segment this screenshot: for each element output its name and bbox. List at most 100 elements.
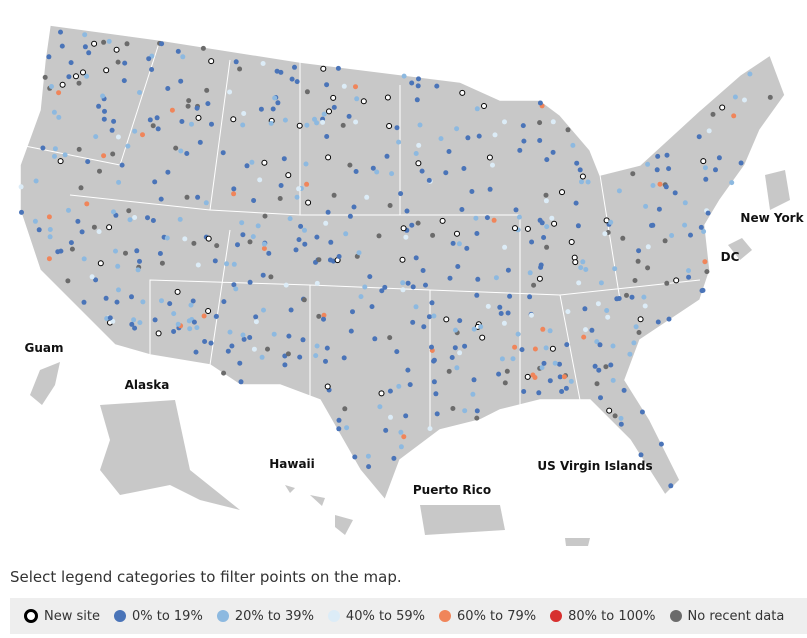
site-dot[interactable] — [544, 224, 550, 230]
site-dot[interactable] — [231, 186, 237, 192]
site-dot[interactable] — [604, 308, 610, 313]
site-dot[interactable] — [173, 145, 179, 151]
site-dot[interactable] — [636, 330, 642, 335]
site-dot[interactable] — [608, 362, 614, 368]
site-dot[interactable] — [618, 415, 624, 421]
site-dot[interactable] — [516, 214, 522, 220]
site-dot[interactable] — [169, 107, 175, 113]
site-dot[interactable] — [268, 120, 274, 126]
site-dot[interactable] — [655, 319, 661, 325]
site-dot[interactable] — [107, 315, 113, 321]
site-dot[interactable] — [212, 258, 218, 264]
site-dot[interactable] — [235, 242, 240, 248]
site-dot[interactable] — [241, 111, 247, 116]
site-dot[interactable] — [230, 116, 237, 123]
site-dot[interactable] — [403, 413, 409, 419]
site-dot[interactable] — [699, 288, 705, 294]
site-dot[interactable] — [46, 54, 52, 60]
site-dot[interactable] — [244, 163, 250, 169]
site-dot[interactable] — [696, 134, 702, 140]
site-dot[interactable] — [456, 241, 462, 247]
site-dot[interactable] — [465, 135, 471, 141]
site-dot[interactable] — [96, 103, 102, 109]
site-dot[interactable] — [389, 171, 395, 177]
site-dot[interactable] — [639, 409, 645, 415]
site-dot[interactable] — [66, 207, 71, 213]
site-dot[interactable] — [668, 483, 674, 489]
site-dot[interactable] — [237, 66, 243, 72]
site-dot[interactable] — [384, 153, 390, 159]
site-dot[interactable] — [431, 379, 437, 385]
site-dot[interactable] — [194, 105, 200, 111]
site-dot[interactable] — [342, 406, 348, 412]
site-dot[interactable] — [260, 61, 266, 66]
site-dot[interactable] — [642, 303, 648, 309]
site-dot[interactable] — [301, 297, 307, 303]
site-dot[interactable] — [698, 224, 704, 230]
site-dot[interactable] — [629, 294, 635, 300]
site-dot[interactable] — [132, 215, 138, 220]
site-dot[interactable] — [452, 345, 458, 351]
site-dot[interactable] — [417, 122, 423, 128]
site-dot[interactable] — [666, 316, 672, 322]
site-dot[interactable] — [612, 266, 618, 272]
site-dot[interactable] — [102, 108, 107, 114]
site-dot[interactable] — [75, 218, 81, 224]
site-dot[interactable] — [97, 168, 102, 174]
site-dot[interactable] — [171, 311, 177, 317]
site-dot[interactable] — [145, 215, 150, 221]
site-dot[interactable] — [557, 374, 563, 380]
site-dot[interactable] — [233, 286, 239, 292]
site-dot[interactable] — [413, 255, 419, 261]
site-dot[interactable] — [241, 336, 247, 342]
site-dot[interactable] — [249, 159, 255, 165]
site-dot[interactable] — [474, 415, 480, 421]
site-dot[interactable] — [645, 265, 651, 271]
legend-item[interactable]: New site — [24, 609, 100, 624]
site-dot[interactable] — [450, 240, 456, 246]
site-dot[interactable] — [313, 259, 318, 265]
site-dot[interactable] — [455, 264, 461, 269]
site-dot[interactable] — [106, 224, 113, 231]
site-dot[interactable] — [155, 126, 161, 132]
site-dot[interactable] — [324, 345, 330, 351]
site-dot[interactable] — [124, 41, 130, 47]
site-dot[interactable] — [103, 67, 110, 74]
site-dot[interactable] — [568, 378, 574, 384]
site-dot[interactable] — [564, 342, 570, 348]
site-dot[interactable] — [251, 198, 257, 203]
site-dot[interactable] — [358, 294, 364, 300]
site-dot[interactable] — [583, 267, 589, 272]
site-dot[interactable] — [103, 295, 109, 301]
site-dot[interactable] — [182, 236, 188, 242]
site-dot[interactable] — [454, 365, 460, 371]
site-dot[interactable] — [331, 104, 337, 110]
site-dot[interactable] — [81, 256, 87, 262]
site-dot[interactable] — [513, 207, 519, 213]
site-dot[interactable] — [378, 390, 385, 397]
site-dot[interactable] — [405, 280, 411, 286]
site-dot[interactable] — [237, 360, 243, 366]
site-dot[interactable] — [115, 263, 121, 269]
site-dot[interactable] — [605, 314, 611, 320]
site-dot[interactable] — [396, 139, 402, 145]
site-dot[interactable] — [415, 220, 421, 226]
site-dot[interactable] — [426, 177, 432, 183]
site-dot[interactable] — [55, 249, 61, 255]
site-dot[interactable] — [365, 453, 371, 459]
site-dot[interactable] — [462, 408, 468, 414]
site-dot[interactable] — [59, 81, 66, 88]
site-dot[interactable] — [551, 220, 558, 227]
site-dot[interactable] — [288, 307, 294, 313]
site-dot[interactable] — [594, 381, 600, 387]
site-dot[interactable] — [33, 178, 39, 184]
site-dot[interactable] — [481, 103, 487, 109]
site-dot[interactable] — [58, 29, 63, 35]
site-dot[interactable] — [594, 339, 600, 345]
site-dot[interactable] — [184, 151, 190, 156]
site-dot[interactable] — [404, 208, 410, 214]
site-dot[interactable] — [91, 224, 97, 230]
site-dot[interactable] — [585, 179, 591, 185]
site-dot[interactable] — [420, 268, 426, 273]
site-dot[interactable] — [473, 215, 479, 221]
